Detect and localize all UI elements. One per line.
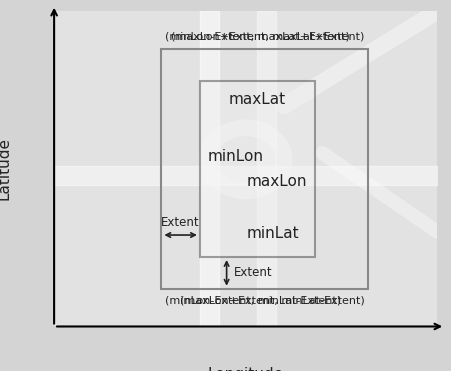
Bar: [161, 49, 368, 289]
Text: maxLon: maxLon: [247, 174, 307, 189]
Text: minLat: minLat: [246, 226, 299, 241]
Text: maxLat: maxLat: [229, 92, 286, 106]
Text: Extent: Extent: [161, 216, 200, 229]
Text: minLon: minLon: [207, 149, 263, 164]
Text: (maxLon+Extent, minLat-Extent): (maxLon+Extent, minLat-Extent): [180, 296, 364, 306]
Text: Longitude: Longitude: [208, 367, 284, 371]
Text: Extent: Extent: [235, 266, 273, 279]
Text: (minLon-Extent, maxLat+Extent): (minLon-Extent, maxLat+Extent): [165, 32, 350, 42]
Text: Latitude: Latitude: [0, 137, 12, 200]
Text: (maxLon+Extent, maxLat+Extent): (maxLon+Extent, maxLat+Extent): [171, 32, 364, 42]
Text: (minLon-Extent, minLat-Extent): (minLon-Extent, minLat-Extent): [165, 296, 341, 306]
Bar: [200, 81, 315, 257]
